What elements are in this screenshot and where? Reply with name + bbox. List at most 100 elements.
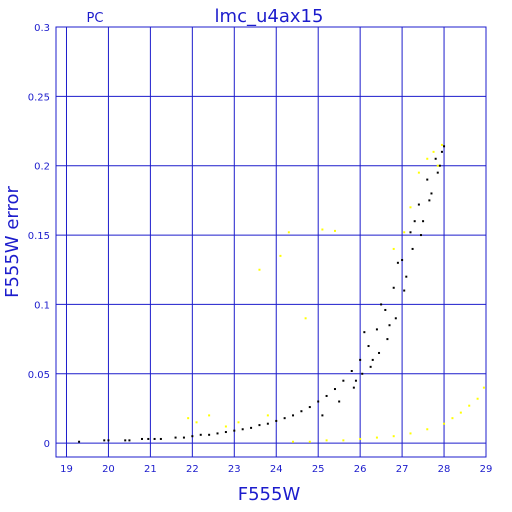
data-point — [78, 440, 81, 443]
data-point — [426, 157, 429, 160]
data-point — [378, 351, 381, 354]
data-point — [300, 410, 303, 413]
data-point — [317, 400, 320, 403]
data-point — [258, 268, 261, 271]
data-point — [342, 379, 345, 382]
data-point — [354, 379, 357, 382]
data-point — [350, 370, 353, 372]
data-point — [411, 247, 414, 250]
data-point — [392, 435, 395, 438]
data-point — [459, 411, 462, 414]
data-point — [440, 150, 443, 153]
data-point — [392, 286, 395, 289]
data-point — [304, 317, 307, 320]
data-point — [153, 437, 156, 440]
data-point — [422, 220, 425, 223]
data-point — [191, 435, 194, 438]
data-point — [417, 171, 420, 174]
data-point — [258, 424, 261, 427]
data-point — [275, 419, 278, 422]
data-points — [78, 143, 485, 443]
data-point — [440, 143, 443, 146]
plot-frame — [55, 26, 487, 458]
data-point — [107, 439, 110, 442]
y-axis-title: F555W error — [2, 186, 23, 298]
data-point — [401, 259, 404, 262]
x-tick-label: 26 — [354, 464, 367, 475]
data-point — [436, 171, 439, 174]
y-tick-label: 0.25 — [28, 92, 50, 103]
x-tick-label: 24 — [270, 464, 283, 475]
chart-title: lmc_u4ax15 — [215, 6, 324, 27]
data-point — [409, 231, 412, 234]
data-point — [371, 358, 374, 361]
data-point — [451, 417, 454, 420]
data-point — [292, 414, 295, 417]
data-point — [361, 372, 364, 375]
y-tick-label: 0.3 — [34, 23, 50, 34]
data-point — [482, 386, 485, 389]
data-point — [386, 338, 389, 341]
data-point — [426, 428, 429, 431]
data-point — [369, 365, 372, 368]
data-point — [103, 439, 106, 442]
data-point — [250, 426, 253, 429]
tick-labels: 19 20 21 22 23 24 25 26 27 28 29 0 0.05 0.1 0.15 0.2 0.2… — [28, 23, 493, 475]
data-point — [199, 433, 202, 436]
data-point — [436, 164, 439, 167]
data-point — [266, 414, 269, 417]
x-tick-label: 28 — [438, 464, 451, 475]
data-point — [375, 436, 378, 439]
data-point — [417, 203, 420, 206]
data-point — [359, 437, 362, 440]
data-point — [283, 417, 286, 420]
data-point — [333, 388, 336, 391]
y-tick-label: 0 — [44, 439, 50, 450]
data-point — [476, 397, 479, 400]
data-point — [419, 234, 422, 237]
data-point — [182, 436, 185, 439]
data-point — [147, 437, 150, 440]
data-point — [141, 437, 143, 440]
data-point — [403, 289, 406, 292]
data-point — [308, 406, 311, 409]
data-point — [375, 328, 378, 331]
data-point — [392, 247, 395, 250]
data-point — [321, 414, 324, 417]
data-point — [224, 425, 227, 428]
data-point — [405, 275, 408, 278]
data-point — [428, 199, 431, 202]
data-point — [124, 439, 127, 442]
data-point — [292, 440, 295, 443]
x-tick-label: 20 — [102, 464, 115, 475]
x-tick-label: 22 — [186, 464, 199, 475]
data-point — [438, 164, 441, 167]
data-point — [338, 400, 341, 403]
data-point — [409, 206, 412, 209]
data-point — [352, 386, 355, 389]
corner-label: PC — [87, 11, 104, 26]
data-point — [241, 428, 244, 431]
data-point — [443, 422, 446, 425]
y-tick-label: 0.05 — [28, 370, 50, 381]
data-point — [174, 436, 177, 439]
x-tick-label: 23 — [228, 464, 241, 475]
y-tick-label: 0.2 — [34, 162, 50, 173]
data-point — [325, 439, 328, 442]
data-point — [187, 417, 190, 420]
data-point — [443, 145, 446, 148]
data-point — [233, 429, 236, 432]
x-tick-label: 21 — [144, 464, 157, 475]
data-point — [216, 432, 219, 435]
data-point — [359, 358, 362, 361]
x-tick-label: 25 — [312, 464, 325, 475]
data-point — [266, 422, 269, 425]
x-axis-title: F555W — [238, 484, 301, 505]
data-point — [367, 345, 370, 348]
data-point — [426, 178, 429, 181]
data-point — [409, 432, 412, 435]
data-point — [468, 404, 471, 407]
data-point — [380, 303, 383, 306]
